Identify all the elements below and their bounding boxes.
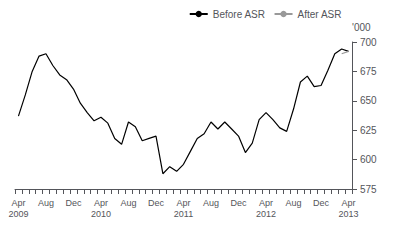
svg-text:Dec: Dec [231, 198, 248, 208]
svg-text:700: 700 [360, 37, 377, 48]
svg-text:2013: 2013 [339, 209, 359, 219]
svg-text:Dec: Dec [65, 198, 82, 208]
svg-text:600: 600 [360, 154, 377, 165]
svg-text:650: 650 [360, 95, 377, 106]
svg-text:Apr: Apr [176, 198, 190, 208]
svg-text:Apr: Apr [259, 198, 273, 208]
svg-text:Dec: Dec [148, 198, 165, 208]
svg-text:2012: 2012 [256, 209, 276, 219]
svg-text:Apr: Apr [342, 198, 356, 208]
svg-text:675: 675 [360, 66, 377, 77]
svg-text:'000: '000 [352, 22, 371, 33]
svg-text:Apr: Apr [94, 198, 108, 208]
svg-text:Dec: Dec [313, 198, 330, 208]
svg-text:Before ASR: Before ASR [213, 9, 265, 20]
svg-text:Aug: Aug [120, 198, 136, 208]
svg-text:625: 625 [360, 125, 377, 136]
svg-text:Aug: Aug [38, 198, 54, 208]
svg-text:2011: 2011 [174, 209, 193, 219]
svg-text:Aug: Aug [203, 198, 219, 208]
svg-text:2010: 2010 [91, 209, 111, 219]
svg-text:After ASR: After ASR [298, 9, 342, 20]
svg-text:Apr: Apr [11, 198, 25, 208]
svg-text:2009: 2009 [8, 209, 28, 219]
svg-text:575: 575 [360, 184, 377, 195]
svg-text:Aug: Aug [286, 198, 302, 208]
